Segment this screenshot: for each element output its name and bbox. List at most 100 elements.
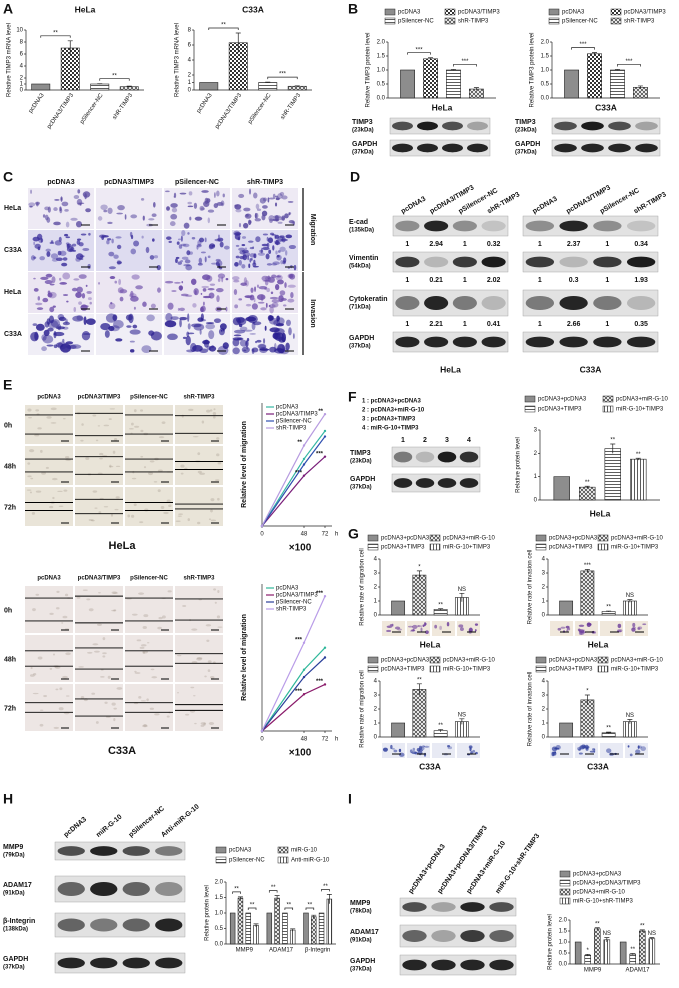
blot-band <box>593 336 622 348</box>
cell-blob <box>239 339 248 347</box>
cell-blob <box>97 216 103 221</box>
cell-blob <box>210 498 215 502</box>
x-tick-label: pcDNA3/TIMP3 <box>214 92 243 130</box>
cell-label: HeLa <box>109 540 137 552</box>
blot-row-label: MMP9 <box>3 844 23 851</box>
cell-blob <box>97 425 101 427</box>
cell-blob <box>200 292 203 296</box>
cell-blob <box>197 470 202 474</box>
cell-blob <box>287 284 296 288</box>
cell-blob <box>188 408 194 411</box>
cell-blob <box>287 273 294 279</box>
cell-blob <box>425 630 429 634</box>
y-tick-label: 4 <box>542 679 546 685</box>
micrograph <box>600 621 623 636</box>
legend-swatch <box>277 846 289 854</box>
significance-label: * <box>587 948 590 954</box>
cell-blob <box>42 297 49 303</box>
cell-blob <box>113 718 116 722</box>
cell-blob <box>187 205 194 208</box>
cell-blob <box>133 409 137 413</box>
y-tick-label: 0 <box>534 498 538 504</box>
cell-blob <box>262 246 270 251</box>
cell-blob <box>49 283 55 286</box>
cell-blob <box>173 195 176 198</box>
legend-label: pcDNA3+miR-G-10 <box>611 536 664 542</box>
blot-band <box>155 957 183 969</box>
cell-blob <box>190 278 197 285</box>
legend-label: pSilencer-NC <box>562 19 598 25</box>
y-tick-label: 3 <box>542 693 546 699</box>
series-point <box>302 474 306 477</box>
cell-blob <box>241 243 246 247</box>
cell-blob <box>637 745 640 749</box>
band-ratio: 1 <box>605 277 609 284</box>
y-tick-label: 0 <box>374 613 378 619</box>
cell-blob <box>59 282 68 285</box>
cell-blob <box>446 622 450 627</box>
wound-image <box>25 405 73 444</box>
cell-blob <box>150 303 156 309</box>
cell-blob <box>161 421 166 424</box>
cell-blob <box>53 207 58 212</box>
significance-label: NS <box>458 587 466 593</box>
cell-blob <box>117 287 124 294</box>
blot-band <box>460 959 485 971</box>
cell-blob <box>249 220 252 224</box>
cell-blob <box>130 248 137 255</box>
micrograph <box>96 272 162 313</box>
panel-label: G <box>348 526 359 542</box>
cell-blob <box>393 749 398 753</box>
column-label: pSilencer-NC <box>175 179 219 186</box>
cell-blob <box>118 278 122 285</box>
panel-label: I <box>348 791 352 807</box>
cell-blob <box>142 215 145 221</box>
legend-swatch <box>277 856 289 864</box>
bar <box>282 912 288 945</box>
bar <box>412 689 427 738</box>
cell-blob <box>105 716 111 718</box>
wound-image <box>125 405 173 444</box>
cell-blob <box>233 230 241 236</box>
cell-blob <box>207 660 212 664</box>
panel-label: E <box>3 377 12 393</box>
y-axis-label: Relative TIMP3 protein level <box>530 33 536 108</box>
key-label: 4 : miR-G-10+TIMP3 <box>362 426 419 432</box>
cell-blob <box>65 318 68 324</box>
cell-blob <box>258 344 267 350</box>
cell-blob <box>182 605 187 607</box>
y-tick-label: 1.5 <box>559 929 568 935</box>
y-tick-label: 0 <box>374 735 378 741</box>
cell-blob <box>269 218 273 223</box>
blot-band <box>489 902 514 912</box>
blot-size-label: (37kDa) <box>352 150 374 156</box>
row-label: 72h <box>4 504 16 511</box>
y-tick-label: 3 <box>542 571 546 577</box>
cell-blob <box>206 639 210 643</box>
cell-blob <box>184 259 191 264</box>
cell-blob <box>208 244 214 250</box>
legend-label: pcDNA3+pcDNA3 <box>538 397 587 403</box>
cell-blob <box>287 298 295 303</box>
blot-band <box>415 451 435 463</box>
blot-band <box>626 220 656 232</box>
chart-title: C33A <box>242 4 264 14</box>
bar <box>253 925 259 945</box>
blot-band <box>452 256 477 268</box>
blot-band <box>90 881 118 897</box>
cell-blob <box>398 752 405 757</box>
band-ratio: 1 <box>405 241 409 248</box>
cell-blob <box>59 250 67 256</box>
cell-blob <box>196 657 203 660</box>
cell-blob <box>215 258 221 262</box>
blot-band <box>395 336 420 348</box>
cell-blob <box>36 307 44 310</box>
error-bar <box>126 85 132 88</box>
cell-blob <box>43 329 50 337</box>
y-tick-label: 2.0 <box>215 880 224 886</box>
cell-blob <box>62 272 71 280</box>
cell-blob <box>73 195 80 200</box>
cell-blob <box>116 244 122 250</box>
wound-image <box>175 684 223 731</box>
blot-size-label: (138kDa) <box>3 927 28 933</box>
